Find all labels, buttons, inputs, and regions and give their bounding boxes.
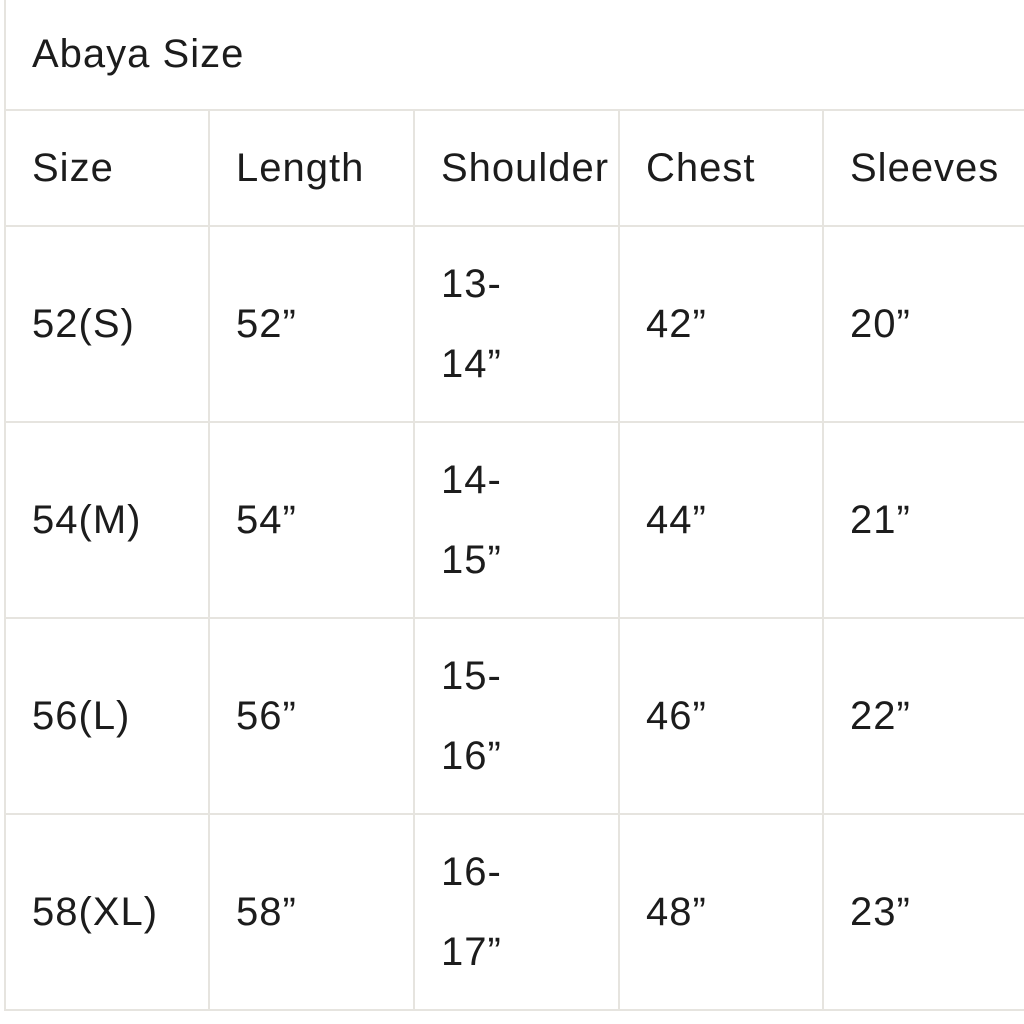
cell-size: 56(L) [4, 617, 210, 815]
shoulder-to: 15” [441, 538, 502, 582]
table-row: 56(L) 56” 15- 16” 46” 22” [4, 617, 1024, 815]
shoulder-from: 14- [441, 458, 502, 502]
header-sleeves: Sleeves [821, 109, 1024, 227]
size-chart: Abaya Size Size Length Shoulder Chest Sl… [3, 0, 1024, 1011]
cell-length: 54” [208, 421, 415, 619]
size-table: Abaya Size Size Length Shoulder Chest Sl… [3, 0, 1024, 1011]
cell-chest: 42” [618, 225, 824, 423]
table-title: Abaya Size [3, 0, 1024, 111]
cell-shoulder: 13- 14” [413, 225, 620, 423]
header-row: Size Length Shoulder Chest Sleeves [4, 109, 1024, 227]
cell-sleeves: 23” [821, 813, 1024, 1011]
table-row: 52(S) 52” 13- 14” 42” 20” [4, 225, 1024, 423]
cell-shoulder: 15- 16” [413, 617, 620, 815]
cell-sleeves: 21” [821, 421, 1024, 619]
cell-size: 58(XL) [4, 813, 210, 1011]
shoulder-to: 14” [441, 342, 502, 386]
cell-size: 54(M) [4, 421, 210, 619]
shoulder-to: 16” [441, 734, 502, 778]
shoulder-from: 15- [441, 654, 502, 698]
header-chest: Chest [618, 109, 824, 227]
cell-chest: 46” [618, 617, 824, 815]
cell-size: 52(S) [4, 225, 210, 423]
table-row: 54(M) 54” 14- 15” 44” 21” [4, 421, 1024, 619]
cell-length: 52” [208, 225, 415, 423]
header-size: Size [4, 109, 210, 227]
cell-chest: 44” [618, 421, 824, 619]
cell-sleeves: 22” [821, 617, 1024, 815]
cell-sleeves: 20” [821, 225, 1024, 423]
header-shoulder: Shoulder [413, 109, 620, 227]
shoulder-from: 13- [441, 262, 502, 306]
cell-shoulder: 14- 15” [413, 421, 620, 619]
cell-shoulder: 16- 17” [413, 813, 620, 1011]
title-row: Abaya Size [3, 0, 1024, 111]
shoulder-to: 17” [441, 930, 502, 974]
cell-length: 56” [208, 617, 415, 815]
cell-chest: 48” [618, 813, 824, 1011]
shoulder-from: 16- [441, 850, 502, 894]
table-row: 58(XL) 58” 16- 17” 48” 23” [4, 813, 1024, 1011]
cell-length: 58” [208, 813, 415, 1011]
header-length: Length [208, 109, 415, 227]
